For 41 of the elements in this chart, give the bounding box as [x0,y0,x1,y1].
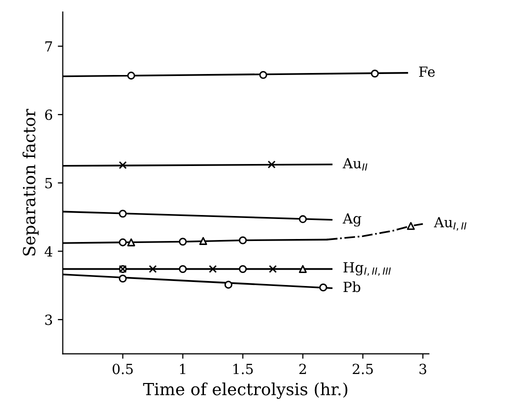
series-label: Pb [344,281,360,292]
point [148,265,157,273]
y-tick-label: 5 [45,178,52,188]
point [178,238,187,246]
point [268,265,277,273]
point [118,210,127,218]
series-label: Hg$_{I,II,III}$ [344,262,391,276]
point [199,237,208,245]
y-tick-label: 7 [45,41,52,52]
x-tick-label: 0.5 [112,364,133,374]
point [127,238,136,246]
series-label: Au$_{II}$ [342,158,368,171]
x-tick-label: 1 [180,364,186,374]
point [406,222,415,230]
series-label: Ag [342,213,362,227]
point [118,161,127,170]
point [208,265,217,273]
series-label: Au$_{I,II}$ [434,217,466,231]
point [259,70,268,79]
point [238,236,247,244]
x-axis-title: Time of electrolysis (hr.) [143,382,348,399]
x-tick-label: 2 [299,364,306,374]
point [319,284,328,292]
x-tick-label: 2.5 [352,364,373,374]
y-tick-label: 3 [45,314,52,326]
x-tick-label: 3 [420,364,426,374]
y-tick-label: 4 [44,246,52,257]
point [118,238,127,246]
point [370,70,379,78]
point [268,160,276,168]
series-label: Fe [419,66,435,77]
x-tick-label: 1.5 [233,364,253,374]
point [298,215,307,224]
point [224,280,232,289]
y-axis-title: Separation factor [22,108,39,256]
point [178,265,187,273]
point [298,265,307,273]
point [127,72,136,80]
y-tick-label: 6 [45,110,52,120]
point [118,274,127,283]
point [238,265,247,273]
